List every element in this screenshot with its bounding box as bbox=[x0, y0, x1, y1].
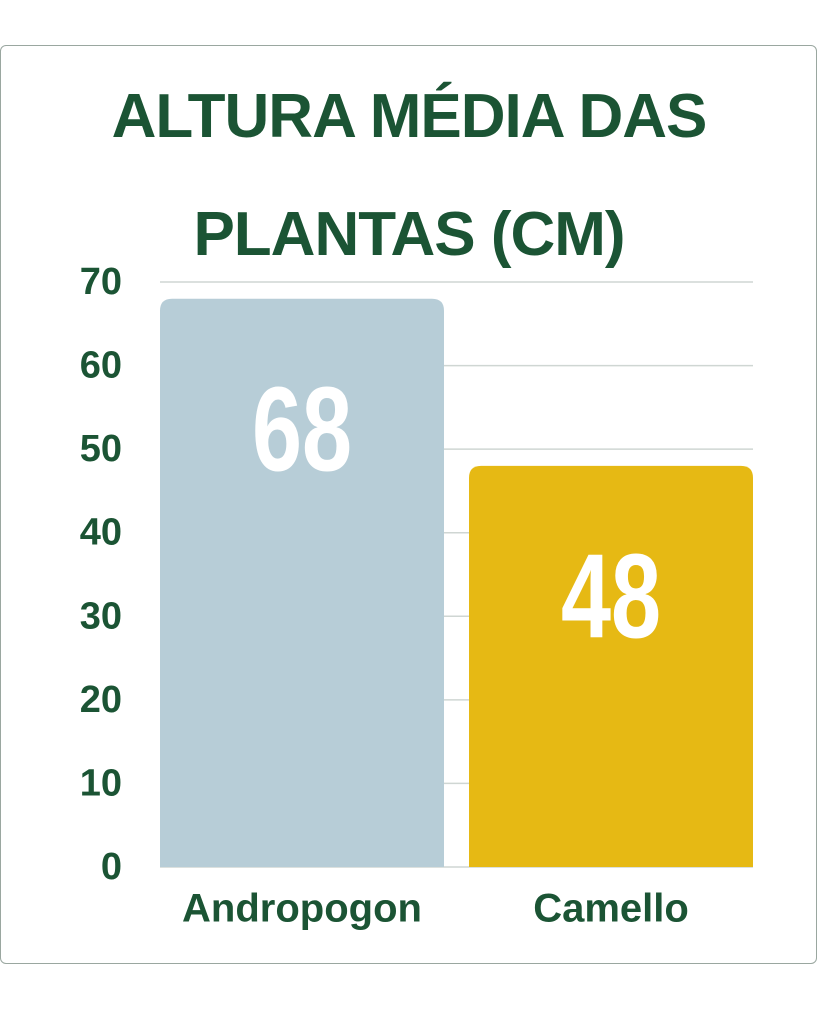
y-tick-label: 60 bbox=[80, 345, 122, 387]
bar bbox=[469, 465, 753, 867]
card bbox=[0, 45, 817, 964]
value-label: 68 bbox=[252, 363, 352, 497]
value-label: 48 bbox=[561, 530, 661, 664]
x-tick-label: Camello bbox=[533, 887, 689, 931]
chart-title: ALTURA MÉDIA DAS PLANTAS (CM) bbox=[111, 82, 708, 269]
bar bbox=[160, 298, 444, 867]
y-tick-label: 20 bbox=[80, 679, 122, 721]
y-tick-label: 10 bbox=[80, 762, 122, 804]
y-tick-label: 30 bbox=[80, 595, 122, 637]
y-tick-label: 70 bbox=[80, 261, 122, 303]
y-tick-label: 50 bbox=[80, 428, 122, 470]
y-tick-label: 0 bbox=[101, 846, 122, 888]
x-tick-label: Andropogon bbox=[182, 887, 422, 931]
y-tick-label: 40 bbox=[80, 512, 122, 554]
